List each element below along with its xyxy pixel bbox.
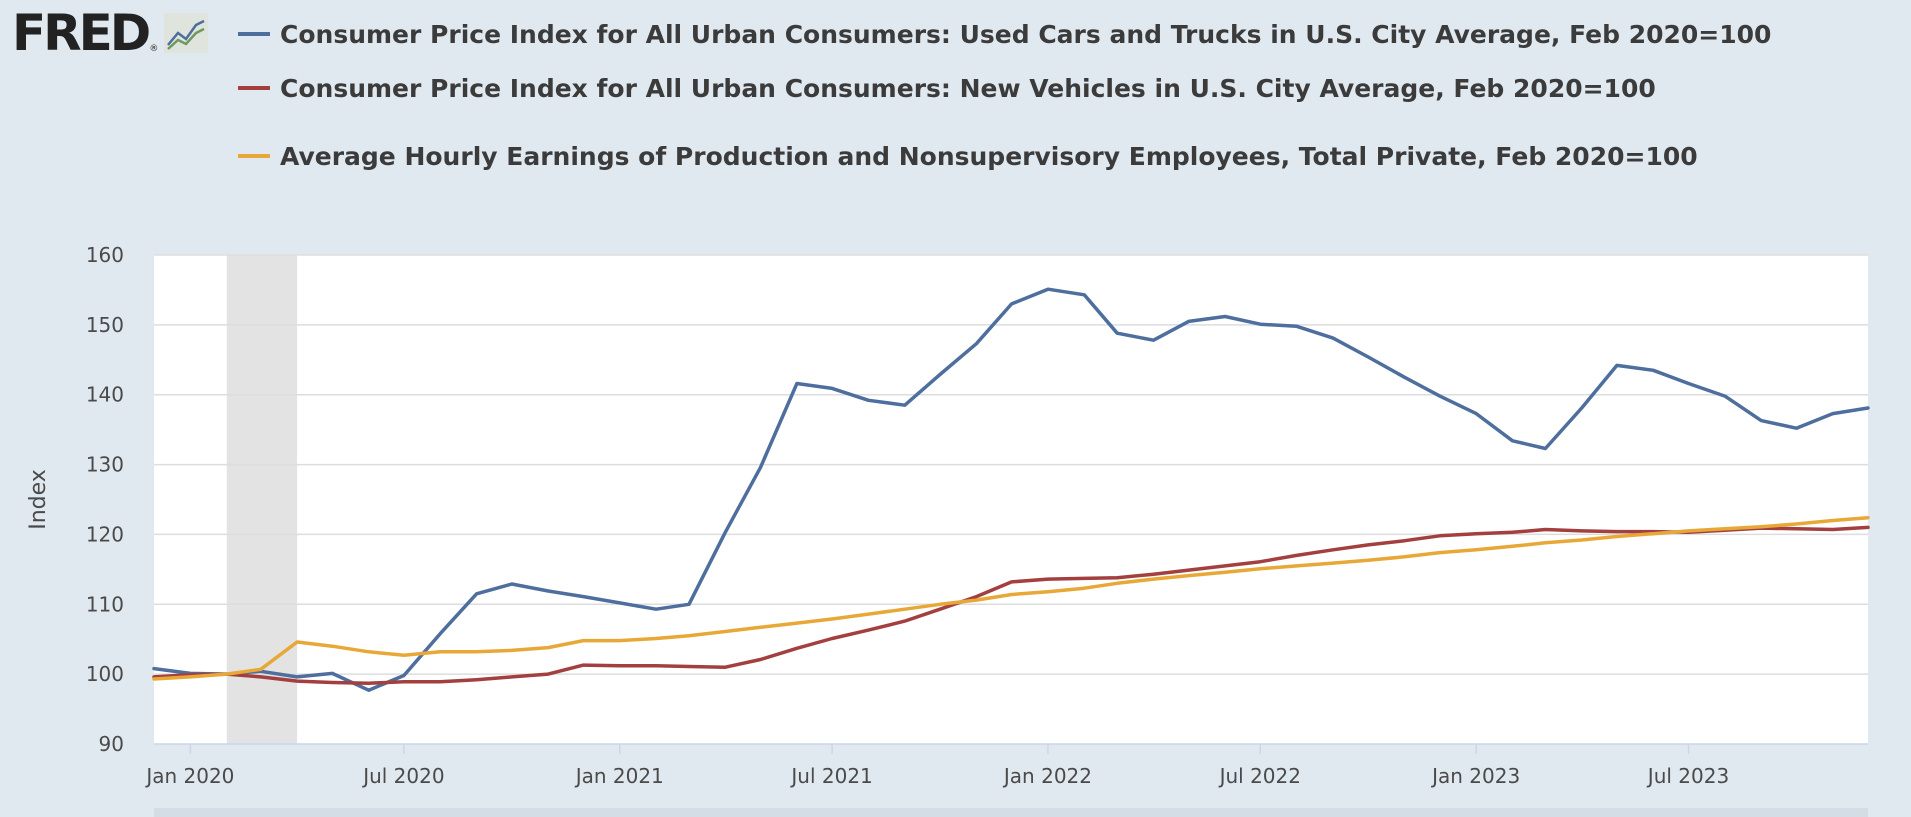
series-hourly-earnings-line	[152, 515, 1870, 681]
series-used-cars-line	[152, 287, 1870, 692]
logo-text: FRED	[12, 4, 151, 62]
legend-label-hourly-earnings: Average Hourly Earnings of Production an…	[280, 141, 1698, 171]
series-new-vehicles-line	[152, 525, 1870, 685]
navigator-strip	[154, 808, 1868, 817]
y-tick-label: 130	[86, 453, 124, 477]
y-tick-label: 100	[86, 662, 124, 686]
legend-label-used-cars: Consumer Price Index for All Urban Consu…	[280, 19, 1772, 49]
legend-item-used-cars[interactable]: Consumer Price Index for All Urban Consu…	[238, 14, 1771, 54]
y-axis-title: Index	[26, 469, 51, 530]
recession-shading	[226, 255, 298, 744]
legend-swatch-new-vehicles	[238, 86, 270, 90]
y-tick-label: 90	[99, 732, 124, 756]
plot-area	[154, 255, 1868, 744]
y-tick-label: 140	[86, 383, 124, 407]
chart-legend: Consumer Price Index for All Urban Consu…	[238, 14, 1771, 190]
graph-icon	[164, 13, 209, 53]
x-tick-label: Jul 2020	[361, 764, 444, 788]
legend-swatch-used-cars	[238, 32, 270, 36]
x-tick-label: Jan 2022	[1002, 764, 1092, 788]
fred-logo[interactable]: FRED ®	[12, 4, 209, 62]
legend-item-hourly-earnings[interactable]: Average Hourly Earnings of Production an…	[238, 122, 1771, 190]
x-tick-label: Jul 2022	[1218, 764, 1301, 788]
legend-item-new-vehicles[interactable]: Consumer Price Index for All Urban Consu…	[238, 54, 1771, 122]
y-tick-label: 110	[86, 592, 124, 616]
y-tick-label: 150	[86, 313, 124, 337]
x-tick-label: Jan 2021	[574, 764, 664, 788]
x-tick-label: Jan 2020	[144, 764, 234, 788]
x-tick-label: Jan 2023	[1430, 764, 1520, 788]
legend-swatch-hourly-earnings	[238, 154, 270, 158]
x-tick-label: Jul 2023	[1646, 764, 1729, 788]
y-tick-label: 160	[86, 243, 124, 267]
legend-label-new-vehicles: Consumer Price Index for All Urban Consu…	[280, 73, 1656, 103]
logo-registered-mark: ®	[149, 44, 159, 54]
x-tick-label: Jul 2021	[789, 764, 872, 788]
y-tick-label: 120	[86, 522, 124, 546]
